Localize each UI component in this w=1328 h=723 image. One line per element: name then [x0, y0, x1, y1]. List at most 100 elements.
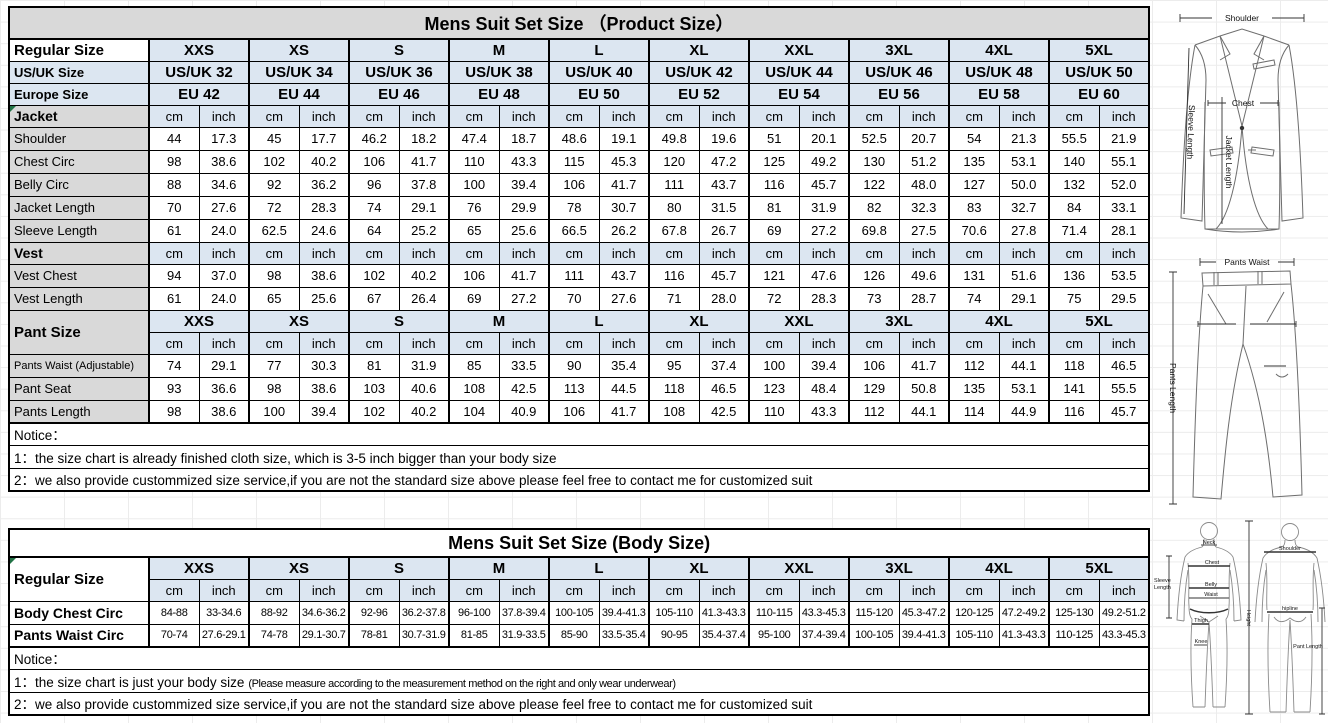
value-cm-cell: 118	[648, 376, 700, 401]
notice-heading: Notice：	[8, 646, 1150, 670]
size-header-cell: XS	[248, 309, 350, 333]
value-inch-cell: 46.5	[698, 376, 750, 401]
value-inch-cell: 41.7	[498, 263, 550, 288]
value-cm-cell: 44	[148, 126, 200, 151]
unit-cm-cell: cm	[548, 331, 600, 355]
value-cm-cell: 112	[948, 353, 1000, 378]
value-cm-cell: 108	[648, 399, 700, 424]
europe-size-label: Europe Size	[8, 82, 150, 106]
value-cm-cell: 100-105	[548, 600, 600, 625]
usuk-value-cell: US/UK 32	[148, 60, 250, 84]
unit-inch-cell: inch	[998, 241, 1050, 265]
value-cm-cell: 103	[348, 376, 400, 401]
value-cm-cell: 70	[148, 195, 200, 220]
value-cm-cell: 69.8	[848, 218, 900, 243]
value-inch-cell: 51.2	[898, 149, 950, 174]
value-inch-cell: 53.1	[998, 149, 1050, 174]
value-inch-cell: 41.7	[398, 149, 450, 174]
value-cm-cell: 90-95	[648, 623, 700, 648]
notice-item-main: 1：the size chart is just your body size	[14, 674, 245, 690]
jacket-length-label: Jacket Length	[1224, 136, 1234, 189]
row-label: Body Chest Circ	[8, 600, 150, 625]
size-header-cell: XXL	[748, 309, 850, 333]
unit-cm-cell: cm	[448, 578, 500, 602]
value-cm-cell: 84-88	[148, 600, 200, 625]
value-inch-cell: 44.1	[998, 353, 1050, 378]
unit-cm-cell: cm	[548, 241, 600, 265]
value-inch-cell: 43.3-45.3	[1098, 623, 1150, 648]
value-inch-cell: 18.7	[498, 126, 550, 151]
value-cm-cell: 130	[848, 149, 900, 174]
value-cm-cell: 74	[148, 353, 200, 378]
value-inch-cell: 26.7	[698, 218, 750, 243]
unit-inch-cell: inch	[898, 578, 950, 602]
value-inch-cell: 21.9	[1098, 126, 1150, 151]
value-inch-cell: 32.7	[998, 195, 1050, 220]
europe-value-cell: EU 42	[148, 82, 250, 106]
value-inch-cell: 38.6	[298, 263, 350, 288]
size-header-cell: XXS	[148, 309, 250, 333]
value-cm-cell: 136	[1048, 263, 1100, 288]
value-cm-cell: 106	[448, 263, 500, 288]
unit-inch-cell: inch	[898, 104, 950, 128]
value-inch-cell: 39.4	[798, 353, 850, 378]
body-waist-label: Waist	[1204, 592, 1218, 598]
unit-cm-cell: cm	[548, 578, 600, 602]
value-cm-cell: 106	[548, 172, 600, 197]
front-figure	[1176, 522, 1242, 708]
usuk-value-cell: US/UK 48	[948, 60, 1050, 84]
value-cm-cell: 83	[948, 195, 1000, 220]
value-cm-cell: 70.6	[948, 218, 1000, 243]
value-cm-cell: 110-115	[748, 600, 800, 625]
value-inch-cell: 31.9	[398, 353, 450, 378]
value-cm-cell: 74-78	[248, 623, 300, 648]
section-label: Pant Size	[8, 309, 150, 355]
unit-cm-cell: cm	[348, 241, 400, 265]
value-cm-cell: 72	[248, 195, 300, 220]
sleeve-length-label: Sleeve Length	[1185, 105, 1197, 160]
value-cm-cell: 88	[148, 172, 200, 197]
jacket-chest-label: Chest	[1232, 98, 1255, 108]
value-inch-cell: 40.6	[398, 376, 450, 401]
body-table-title: Mens Suit Set Size (Body Size)	[8, 528, 1150, 558]
unit-inch-cell: inch	[198, 104, 250, 128]
value-inch-cell: 38.6	[198, 399, 250, 424]
europe-value-cell: EU 56	[848, 82, 950, 106]
value-cm-cell: 112	[848, 399, 900, 424]
usuk-value-cell: US/UK 40	[548, 60, 650, 84]
value-inch-cell: 24.0	[198, 218, 250, 243]
value-inch-cell: 39.4-41.3	[598, 600, 650, 625]
size-header-cell: S	[348, 309, 450, 333]
unit-inch-cell: inch	[898, 241, 950, 265]
europe-value-cell: EU 46	[348, 82, 450, 106]
unit-inch-cell: inch	[798, 104, 850, 128]
value-inch-cell: 50.8	[898, 376, 950, 401]
value-cm-cell: 96	[348, 172, 400, 197]
value-cm-cell: 69	[748, 218, 800, 243]
value-inch-cell: 17.7	[298, 126, 350, 151]
value-inch-cell: 38.6	[298, 376, 350, 401]
value-inch-cell: 17.3	[198, 126, 250, 151]
pants-length-label: Pants Length	[1168, 363, 1178, 413]
value-cm-cell: 82	[848, 195, 900, 220]
value-inch-cell: 53.5	[1098, 263, 1150, 288]
unit-inch-cell: inch	[598, 578, 650, 602]
value-cm-cell: 54	[948, 126, 1000, 151]
europe-value-cell: EU 58	[948, 82, 1050, 106]
value-inch-cell: 28.3	[798, 286, 850, 311]
unit-cm-cell: cm	[848, 331, 900, 355]
unit-cm-cell: cm	[248, 104, 300, 128]
value-inch-cell: 29.5	[1098, 286, 1150, 311]
unit-inch-cell: inch	[398, 331, 450, 355]
usuk-value-cell: US/UK 36	[348, 60, 450, 84]
body-shoulder-label: Shoulder	[1279, 546, 1301, 552]
unit-cm-cell: cm	[548, 104, 600, 128]
value-inch-cell: 28.7	[898, 286, 950, 311]
value-cm-cell: 52.5	[848, 126, 900, 151]
unit-inch-cell: inch	[298, 104, 350, 128]
front-measure-lines	[1188, 544, 1230, 646]
row-label: Chest Circ	[8, 149, 150, 174]
value-cm-cell: 98	[148, 149, 200, 174]
body-size-table: Mens Suit Set Size (Body Size) Regular Si…	[8, 528, 1151, 716]
value-inch-cell: 35.4-37.4	[698, 623, 750, 648]
